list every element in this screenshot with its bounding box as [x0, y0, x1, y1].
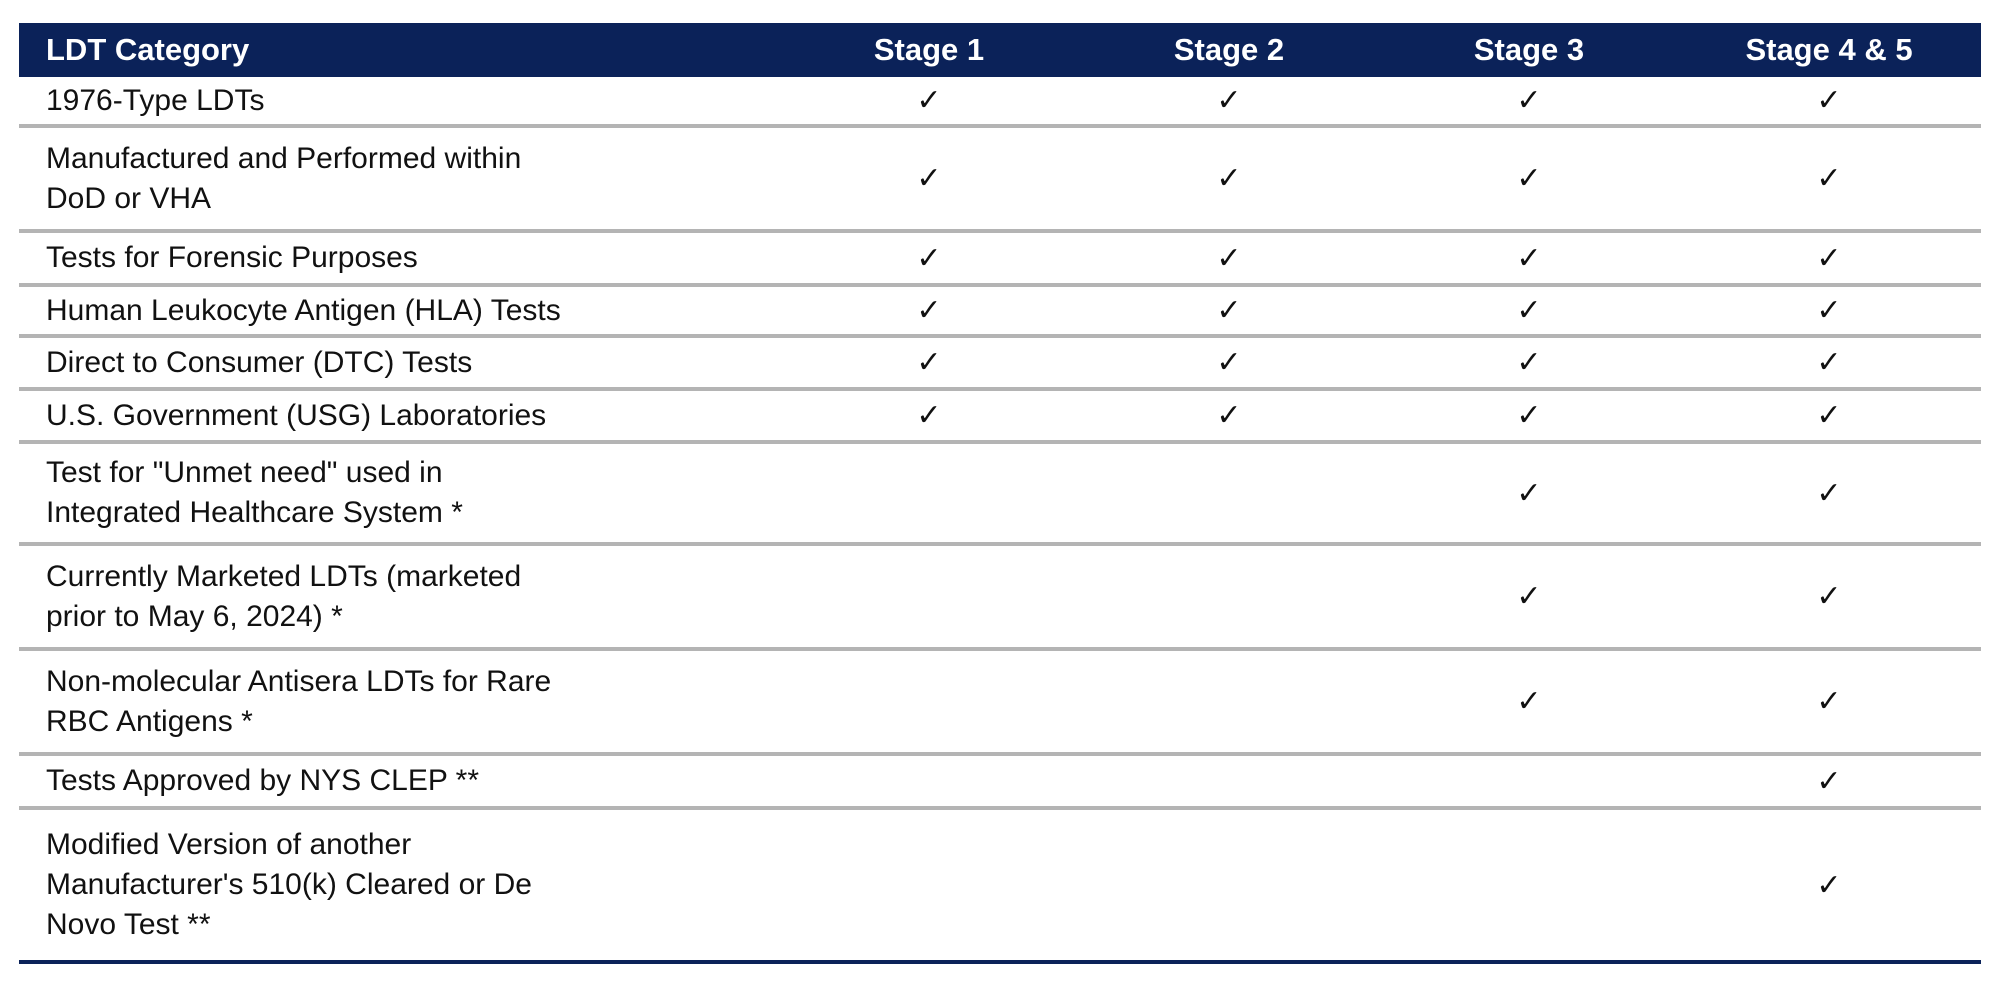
stage-2-cell: ✓: [1079, 161, 1379, 196]
header-ldt-category: LDT Category: [46, 32, 250, 67]
stage-2-cell: ✓: [1079, 241, 1379, 276]
checkmark-icon: ✓: [1816, 240, 1842, 276]
stage-2-cell: ✓: [1079, 293, 1379, 328]
ldt-category-cell: Manufactured and Performed within DoD or …: [46, 141, 522, 215]
stage-1-cell: ✓: [779, 241, 1079, 276]
checkmark-icon: ✓: [1216, 398, 1242, 433]
stage-4-cell: ✓: [1679, 161, 1979, 196]
checkmark-icon: ✓: [1816, 579, 1842, 614]
checkmark-icon: ✓: [1516, 293, 1542, 328]
checkmark-icon: ✓: [1816, 763, 1842, 799]
table-row: Modified Version of another Manufacturer'…: [19, 810, 1981, 964]
header-stage-1: Stage 1: [873, 32, 985, 67]
stage-3-cell: ✓: [1379, 398, 1679, 433]
table-row: U.S. Government (USG) Laboratories ✓ ✓ ✓ ✓: [19, 391, 1981, 444]
checkmark-icon: ✓: [1216, 345, 1242, 380]
stage-4-cell: ✓: [1679, 398, 1979, 433]
stage-1-cell: ✓: [779, 398, 1079, 433]
checkmark-icon: ✓: [916, 345, 942, 380]
ldt-category-cell: Currently Marketed LDTs (marketed prior t…: [46, 559, 522, 633]
ldt-category-cell: 1976-Type LDTs: [46, 83, 265, 117]
ldt-category-cell: Tests for Forensic Purposes: [46, 241, 418, 274]
table-row: Direct to Consumer (DTC) Tests ✓ ✓ ✓ ✓: [19, 338, 1981, 391]
stage-4-cell: ✓: [1679, 579, 1979, 614]
checkmark-icon: ✓: [1516, 83, 1542, 118]
header-stage-4-5: Stage 4 & 5: [1745, 32, 1913, 67]
table-row: Non-molecular Antisera LDTs for Rare RBC …: [19, 651, 1981, 756]
stage-3-cell: ✓: [1379, 345, 1679, 380]
stage-3-cell: ✓: [1379, 684, 1679, 719]
stage-2-cell: ✓: [1079, 345, 1379, 380]
stage-2-cell: ✓: [1079, 83, 1379, 118]
stage-4-cell: ✓: [1679, 684, 1979, 719]
checkmark-icon: ✓: [1816, 293, 1842, 328]
checkmark-icon: ✓: [916, 161, 942, 196]
ldt-category-cell: Tests Approved by NYS CLEP **: [46, 764, 480, 797]
checkmark-icon: ✓: [1816, 398, 1842, 433]
stage-4-cell: ✓: [1679, 83, 1979, 118]
table-row: 1976-Type LDTs ✓ ✓ ✓ ✓: [19, 77, 1981, 128]
table-row: Tests Approved by NYS CLEP ** ✓: [19, 756, 1981, 810]
checkmark-icon: ✓: [1516, 345, 1542, 380]
checkmark-icon: ✓: [1516, 398, 1542, 433]
checkmark-icon: ✓: [1216, 83, 1242, 118]
stage-3-cell: ✓: [1379, 293, 1679, 328]
checkmark-icon: ✓: [1816, 161, 1842, 196]
table-row: Tests for Forensic Purposes ✓ ✓ ✓ ✓: [19, 233, 1981, 287]
checkmark-icon: ✓: [1516, 579, 1542, 614]
stage-4-cell: ✓: [1679, 293, 1979, 328]
checkmark-icon: ✓: [916, 293, 942, 328]
stage-1-cell: ✓: [779, 345, 1079, 380]
stage-3-cell: ✓: [1379, 579, 1679, 614]
checkmark-icon: ✓: [1216, 293, 1242, 328]
table-row: Human Leukocyte Antigen (HLA) Tests ✓ ✓ ✓ ✓: [19, 287, 1981, 338]
stage-2-cell: ✓: [1079, 398, 1379, 433]
checkmark-icon: ✓: [1216, 240, 1242, 276]
checkmark-icon: ✓: [1516, 240, 1542, 276]
ldt-category-table: LDT Category Stage 1 Stage 2 Stage 3 Sta…: [19, 23, 1981, 964]
checkmark-icon: ✓: [1216, 161, 1242, 196]
checkmark-icon: ✓: [916, 398, 942, 433]
stage-1-cell: ✓: [779, 293, 1079, 328]
table-body: 1976-Type LDTs ✓ ✓ ✓ ✓ Manufactured and Perfo…: [19, 77, 1981, 964]
stage-3-cell: ✓: [1379, 83, 1679, 118]
stage-3-cell: ✓: [1379, 161, 1679, 196]
ldt-category-cell: Human Leukocyte Antigen (HLA) Tests: [46, 293, 561, 327]
stage-3-cell: ✓: [1379, 241, 1679, 276]
stage-1-cell: ✓: [779, 161, 1079, 196]
checkmark-icon: ✓: [916, 83, 942, 118]
table-row: Currently Marketed LDTs (marketed prior t…: [19, 546, 1981, 651]
stage-4-cell: ✓: [1679, 241, 1979, 276]
ldt-category-cell: Modified Version of another Manufacturer'…: [46, 828, 532, 941]
stage-4-cell: ✓: [1679, 345, 1979, 380]
checkmark-icon: ✓: [1516, 475, 1542, 511]
checkmark-icon: ✓: [1816, 475, 1842, 511]
checkmark-icon: ✓: [1516, 684, 1542, 719]
header-stage-3: Stage 3: [1473, 32, 1585, 67]
stage-4-cell: ✓: [1679, 868, 1979, 903]
checkmark-icon: ✓: [1516, 161, 1542, 196]
checkmark-icon: ✓: [1816, 867, 1842, 903]
stage-4-cell: ✓: [1679, 476, 1979, 511]
checkmark-icon: ✓: [1816, 83, 1842, 118]
checkmark-icon: ✓: [1816, 684, 1842, 719]
stage-4-cell: ✓: [1679, 764, 1979, 799]
ldt-category-cell: Non-molecular Antisera LDTs for Rare RBC …: [46, 664, 552, 738]
table-row: Test for "Unmet need" used in Integrated …: [19, 444, 1981, 546]
ldt-category-cell: Test for "Unmet need" used in Integrated …: [46, 456, 463, 529]
header-stage-2: Stage 2: [1173, 32, 1285, 67]
ldt-category-cell: Direct to Consumer (DTC) Tests: [46, 345, 473, 379]
stage-1-cell: ✓: [779, 83, 1079, 118]
checkmark-icon: ✓: [916, 240, 942, 276]
table-header: LDT Category Stage 1 Stage 2 Stage 3 Sta…: [19, 23, 1981, 77]
ldt-category-cell: U.S. Government (USG) Laboratories: [46, 398, 547, 432]
stage-3-cell: ✓: [1379, 476, 1679, 511]
checkmark-icon: ✓: [1816, 345, 1842, 380]
table-row: Manufactured and Performed within DoD or …: [19, 128, 1981, 233]
